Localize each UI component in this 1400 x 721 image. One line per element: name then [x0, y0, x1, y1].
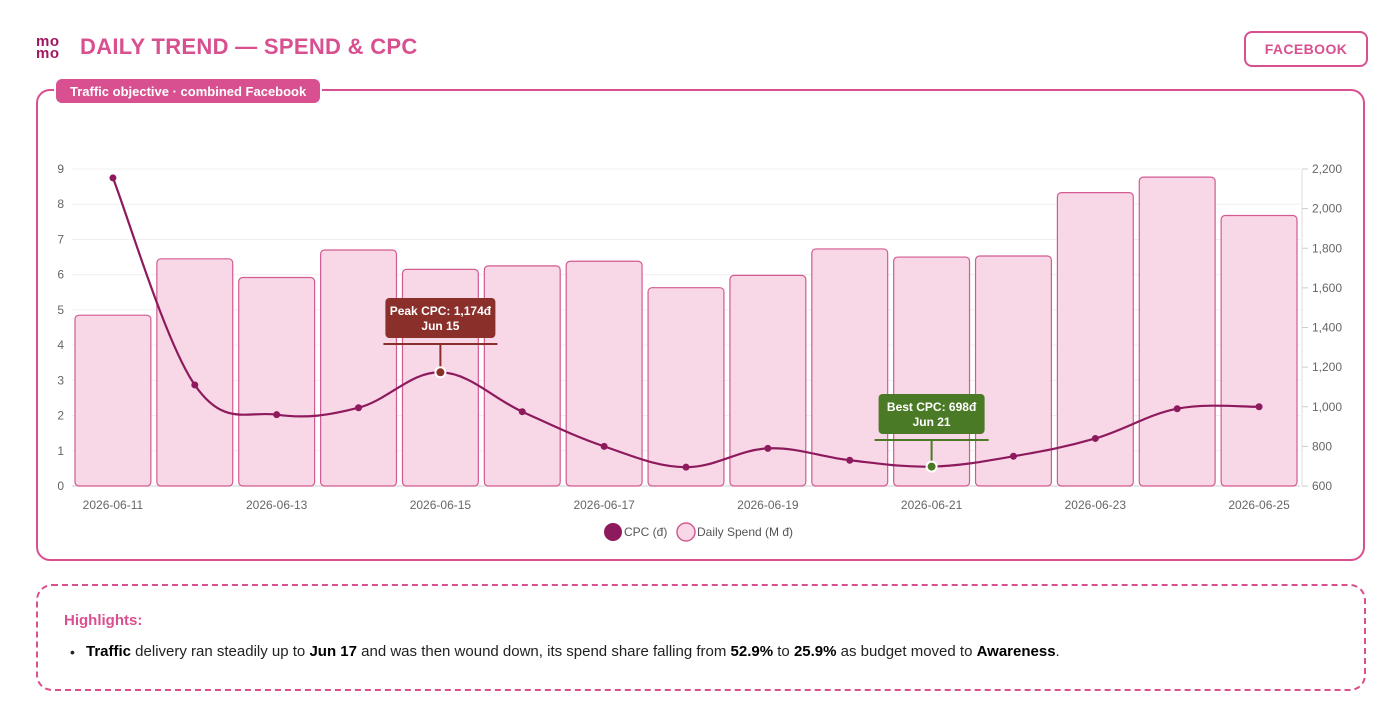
y-right-tick: 600 — [1312, 479, 1332, 493]
y-left-tick: 1 — [57, 444, 64, 458]
x-tick-label: 2026-06-15 — [410, 498, 472, 512]
y-right-tick: 2,000 — [1312, 202, 1342, 216]
spend-bar — [1220, 214, 1298, 487]
legend-cpc-swatch — [604, 523, 622, 541]
y-right-tick: 2,200 — [1312, 162, 1342, 176]
cpc-point — [355, 404, 363, 412]
spend-bar — [974, 255, 1052, 487]
y-left-tick: 6 — [57, 268, 64, 282]
cpc-point — [764, 444, 772, 452]
legend-spend-label: Daily Spend (M đ) — [697, 525, 793, 539]
x-tick-label: 2026-06-23 — [1065, 498, 1127, 512]
chart-tag: Traffic objective · combined Facebook — [54, 77, 323, 105]
highlight-text: as budget moved to — [836, 643, 977, 660]
highlights-card: Highlights: • Traffic delivery ran stead… — [36, 584, 1366, 691]
highlights-title: Highlights: — [64, 612, 143, 629]
highlight-text: delivery ran steadily up to — [131, 643, 310, 660]
spend-bar — [811, 248, 889, 487]
best-annotation-line2: Jun 21 — [913, 415, 951, 429]
cpc-point — [600, 442, 608, 450]
y-left-tick: 9 — [57, 162, 64, 176]
y-right-tick: 1,400 — [1312, 321, 1342, 335]
cpc-point — [682, 463, 690, 471]
x-tick-label: 2026-06-19 — [737, 498, 799, 512]
y-right-tick: 1,000 — [1312, 400, 1342, 414]
cpc-point — [1009, 452, 1017, 460]
cpc-point — [518, 408, 526, 416]
cpc-point — [191, 381, 199, 389]
highlight-text: . — [1055, 643, 1060, 660]
peak-annotation-marker — [434, 366, 447, 379]
y-left-tick: 3 — [57, 373, 64, 387]
highlight-emphasis: Jun 17 — [309, 643, 357, 660]
highlight-emphasis: 25.9% — [793, 643, 837, 660]
highlight-emphasis: 52.9% — [730, 643, 774, 660]
logo-top-text: mo — [36, 33, 60, 50]
y-left-tick: 5 — [57, 303, 64, 317]
cpc-point — [109, 174, 117, 182]
y-left-tick: 7 — [57, 232, 64, 246]
highlight-bullet: • — [70, 644, 75, 660]
y-right-tick: 1,800 — [1312, 241, 1342, 255]
highlight-emphasis: Traffic — [86, 643, 132, 660]
channel-facebook-button[interactable]: FACEBOOK — [1244, 31, 1368, 67]
spend-cpc-chart: 0 1 2 3 4 5 6 7 8 9 600 800 1,000 1,200 1,400 1,600 1,80… — [57, 162, 1342, 542]
y-right-tick: 1,600 — [1312, 281, 1342, 295]
spend-bar — [1056, 191, 1134, 487]
x-tick-label: 2026-06-13 — [246, 498, 308, 512]
best-annotation-line1: Best CPC: 698đ — [887, 400, 977, 414]
spend-bar — [729, 274, 807, 487]
y-right-tick: 1,200 — [1312, 360, 1342, 374]
legend-cpc-label: CPC (đ) — [624, 525, 667, 539]
x-tick-label: 2026-06-17 — [573, 498, 635, 512]
x-tick-label: 2026-06-25 — [1228, 498, 1290, 512]
spend-bar — [156, 258, 234, 487]
cpc-point — [1255, 403, 1263, 411]
highlight-emphasis: Awareness — [976, 643, 1056, 660]
peak-annotation-line2: Jun 15 — [421, 319, 459, 333]
cpc-point — [273, 411, 281, 419]
y-left-tick: 2 — [57, 409, 64, 423]
peak-annotation-line1: Peak CPC: 1,174đ — [390, 304, 492, 318]
highlight-text: to — [773, 643, 794, 660]
best-annotation-marker — [925, 460, 938, 473]
best-annotation-box — [878, 394, 985, 434]
cpc-point — [1173, 405, 1181, 413]
y-left-tick: 8 — [57, 197, 64, 211]
peak-annotation-box — [385, 298, 496, 338]
cpc-point — [1091, 434, 1099, 442]
spend-bar — [1138, 176, 1216, 487]
logo-bottom-text: mo — [36, 45, 60, 62]
cpc-point — [846, 456, 854, 464]
chart-card — [36, 89, 1365, 561]
highlight-text: and was then wound down, its spend share… — [356, 643, 731, 660]
page-title: DAILY TREND — SPEND & CPC — [80, 34, 418, 59]
spend-bar — [74, 314, 152, 487]
momo-logo: mo mo — [36, 33, 66, 62]
y-left-tick: 0 — [57, 479, 64, 493]
legend-spend-swatch — [676, 522, 696, 542]
x-tick-label: 2026-06-11 — [83, 498, 144, 512]
x-tick-label: 2026-06-21 — [901, 498, 963, 512]
spend-bar — [565, 260, 643, 487]
y-right-tick: 800 — [1312, 439, 1332, 453]
spend-bar — [647, 287, 725, 487]
highlight-item: Traffic delivery ran steadily up to Jun … — [86, 643, 1060, 660]
spend-bar — [238, 276, 316, 487]
spend-bar — [320, 249, 398, 487]
y-left-tick: 4 — [57, 338, 64, 352]
spend-bar — [483, 265, 561, 487]
